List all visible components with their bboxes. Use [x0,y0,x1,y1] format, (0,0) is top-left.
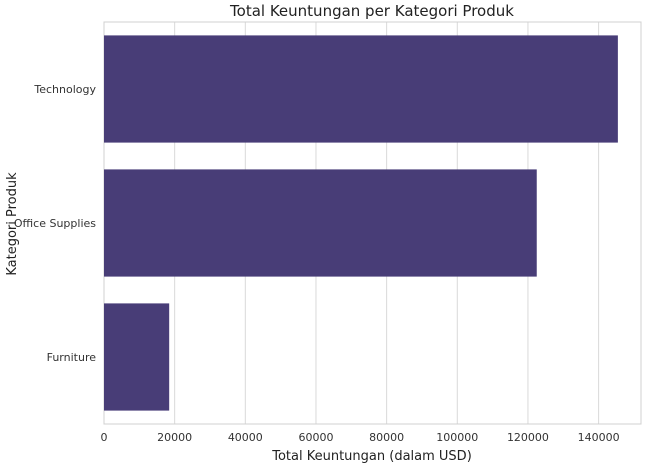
bars [104,35,618,411]
x-tick-label: 60000 [298,431,333,444]
x-tick-label: 40000 [228,431,263,444]
x-tick-label: 0 [101,431,108,444]
y-category-labels: Technology Office Supplies Furniture [14,83,97,364]
x-tick-labels: 0 20000 40000 60000 80000 100000 120000 140000 [101,431,620,444]
y-category-label: Technology [33,83,96,96]
bar [104,303,170,411]
y-category-label: Office Supplies [14,217,96,230]
y-category-label: Furniture [47,351,97,364]
chart-title: Total Keuntungan per Kategori Produk [229,2,514,20]
bar [104,35,618,143]
x-tick-label: 120000 [507,431,549,444]
bar [104,169,537,277]
x-tick-label: 80000 [369,431,404,444]
x-axis-label: Total Keuntungan (dalam USD) [271,449,472,464]
y-axis-label: Kategori Produk [5,172,20,276]
x-tick-label: 100000 [436,431,478,444]
x-tick-label: 20000 [157,431,192,444]
x-tick-label: 140000 [578,431,620,444]
